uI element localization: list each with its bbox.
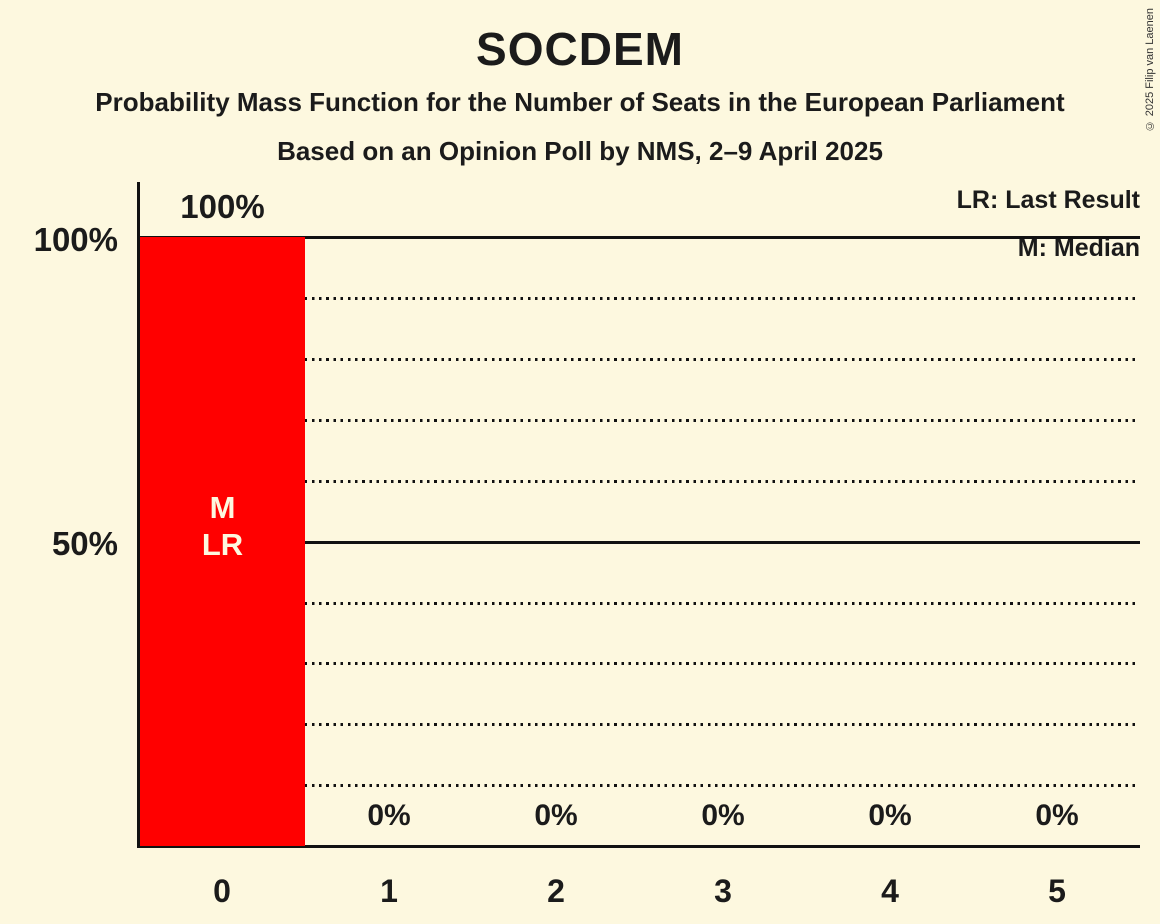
x-tick-label-2: 2 [547, 873, 565, 909]
gridline-20 [139, 723, 1140, 726]
chart-subtitle-line-1: Probability Mass Function for the Number… [95, 87, 1065, 117]
x-tick-label-0: 0 [213, 873, 231, 909]
y-axis-label-50: 50% [51, 525, 118, 562]
x-tick-label-5: 5 [1048, 873, 1066, 909]
bar-value-label-1: 0% [367, 799, 411, 832]
bar-value-label-0: 100% [180, 188, 265, 225]
last-result-marker-label: LR [201, 527, 244, 562]
gridline-30 [139, 662, 1140, 665]
bar-seats-0 [140, 237, 305, 846]
page-title: SOCDEM [476, 23, 684, 75]
bar-value-label-2: 0% [534, 799, 578, 832]
y-axis-line [137, 182, 140, 848]
x-tick-label-1: 1 [380, 873, 398, 909]
x-tick-label-4: 4 [881, 873, 899, 909]
y-axis-label-100: 100% [33, 221, 118, 258]
gridline-50 [139, 541, 1140, 544]
chart-subtitle-line-2: Based on an Opinion Poll by NMS, 2–9 Apr… [277, 136, 883, 166]
gridline-40 [139, 602, 1140, 605]
gridline-60 [139, 480, 1140, 483]
x-axis-line [137, 845, 1140, 848]
gridline-10 [139, 784, 1140, 787]
x-tick-label-3: 3 [714, 873, 732, 909]
median-last-result-markers: M LR [140, 489, 305, 563]
median-marker-label: M [209, 490, 236, 525]
gridline-80 [139, 358, 1140, 361]
gridline-100 [139, 236, 1140, 239]
copyright-notice: © 2025 Filip van Laenen [1144, 8, 1156, 132]
bar-value-label-4: 0% [868, 799, 912, 832]
gridline-70 [139, 419, 1140, 422]
bar-value-label-5: 0% [1035, 799, 1079, 832]
gridline-90 [139, 297, 1140, 300]
bar-value-label-3: 0% [701, 799, 745, 832]
legend-last-result: LR: Last Result [956, 186, 1140, 214]
